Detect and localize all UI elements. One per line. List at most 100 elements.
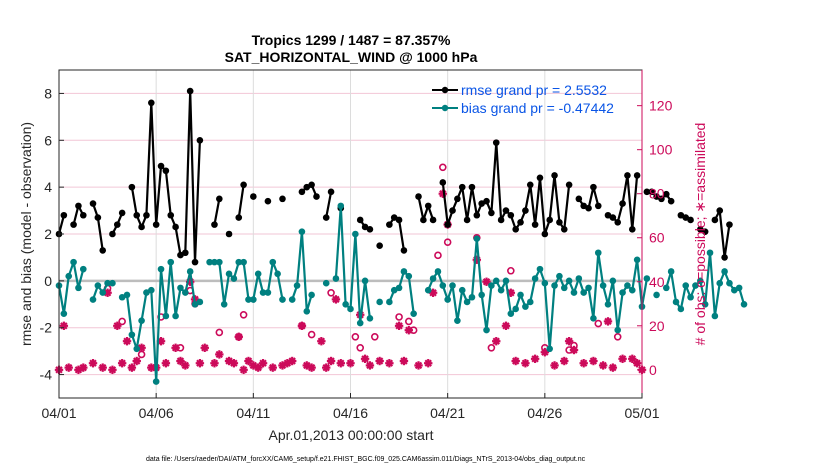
asterisk-stroke bbox=[400, 357, 408, 365]
bias-point bbox=[216, 258, 223, 266]
bias-point bbox=[60, 310, 68, 317]
rmse-point bbox=[497, 216, 505, 224]
y2-tick-label: 120 bbox=[649, 98, 673, 114]
asterisk-stroke bbox=[64, 363, 73, 372]
asterisk-stroke bbox=[492, 337, 500, 345]
assimilated-obs-marker bbox=[360, 354, 370, 364]
bias-point bbox=[94, 282, 102, 289]
rmse-point bbox=[468, 183, 476, 191]
possible-obs-marker bbox=[137, 350, 146, 359]
bias-point bbox=[594, 249, 602, 257]
bias-point bbox=[356, 319, 364, 327]
bias-point bbox=[89, 296, 97, 303]
x-axis-label: Apr.01,2013 00:00:00 start bbox=[268, 427, 433, 443]
rmse-point bbox=[250, 193, 257, 200]
y2-tick-label: 40 bbox=[649, 274, 665, 290]
rmse-point bbox=[517, 218, 524, 226]
rmse-point bbox=[308, 181, 315, 189]
y2-tick-label: 0 bbox=[649, 362, 657, 378]
rmse-point bbox=[454, 195, 461, 203]
bias-point bbox=[590, 315, 597, 322]
rmse-point bbox=[473, 211, 481, 219]
assimilated-obs-marker bbox=[375, 356, 384, 366]
assimilated-obs-marker bbox=[181, 361, 190, 370]
rmse-point bbox=[191, 258, 199, 266]
rmse-point bbox=[585, 204, 592, 212]
rmse-point bbox=[400, 247, 408, 254]
assimilated-obs-marker bbox=[103, 288, 112, 297]
assimilated-obs-marker bbox=[511, 356, 520, 366]
bias-point bbox=[701, 300, 709, 308]
rmse-point bbox=[235, 214, 243, 221]
bias-point bbox=[716, 279, 724, 287]
rmse-point bbox=[594, 202, 602, 210]
rmse-point bbox=[507, 211, 515, 219]
bias-point bbox=[133, 345, 141, 353]
possible-obs-marker bbox=[327, 288, 335, 297]
asterisk-stroke bbox=[230, 359, 238, 367]
bias-point bbox=[604, 300, 612, 308]
assimilated-obs-marker bbox=[79, 363, 88, 372]
x-tick-label: 05/01 bbox=[624, 405, 659, 421]
bias-point bbox=[711, 312, 719, 320]
legend-rmse-marker bbox=[441, 86, 449, 94]
bias-point bbox=[245, 296, 252, 303]
bias-point bbox=[65, 272, 73, 280]
possible-obs-marker bbox=[307, 330, 316, 339]
bias-point bbox=[293, 282, 301, 289]
rmse-point bbox=[395, 216, 403, 224]
rmse-point bbox=[182, 249, 189, 257]
assimilated-obs-marker bbox=[288, 356, 297, 366]
bias-point bbox=[386, 298, 393, 306]
bias-point bbox=[458, 286, 466, 294]
rmse-point bbox=[225, 230, 233, 238]
assimilated-obs-marker bbox=[161, 359, 171, 368]
rmse-point bbox=[628, 226, 636, 233]
asterisk-stroke bbox=[239, 366, 248, 374]
asterisk-stroke bbox=[531, 355, 539, 363]
bias-point bbox=[240, 258, 247, 266]
assimilated-obs-marker bbox=[424, 359, 433, 368]
assimilated-obs-marker bbox=[59, 321, 69, 330]
y-axis-label: rmse and bias (model - observation) bbox=[18, 122, 34, 346]
rmse-point bbox=[429, 216, 437, 224]
rmse-point bbox=[463, 216, 471, 224]
asterisk-stroke bbox=[123, 337, 131, 345]
assimilated-obs-marker bbox=[414, 361, 423, 370]
bias-point bbox=[735, 284, 743, 292]
asterisk-stroke bbox=[196, 359, 204, 367]
rmse-point bbox=[721, 254, 728, 261]
asterisk-stroke bbox=[589, 357, 598, 365]
bias-point bbox=[546, 345, 553, 353]
bias-point bbox=[633, 256, 641, 264]
assimilated-obs-marker bbox=[229, 359, 239, 368]
asterisk-stroke bbox=[303, 361, 311, 370]
bias-point bbox=[264, 289, 272, 296]
possible-obs-marker bbox=[443, 238, 452, 246]
bias-point bbox=[643, 275, 651, 282]
bias-point bbox=[352, 230, 359, 238]
x-tick-label: 04/01 bbox=[41, 405, 76, 421]
bias-point bbox=[167, 258, 175, 266]
bias-point bbox=[288, 296, 296, 303]
bias-point bbox=[454, 317, 461, 324]
asterisk-stroke bbox=[618, 355, 627, 363]
y-tick-label: 4 bbox=[44, 179, 52, 195]
asterisk-stroke bbox=[79, 363, 88, 372]
bias-point bbox=[687, 293, 694, 301]
y2-axis-ticks: 0 20 40 60 80 100 120 bbox=[637, 98, 673, 378]
assimilated-obs-marker bbox=[399, 356, 409, 366]
assimilated-obs-marker bbox=[394, 321, 404, 330]
rmse-point bbox=[687, 216, 694, 224]
bias-point bbox=[507, 310, 515, 317]
bias-point bbox=[677, 305, 685, 313]
bias-point bbox=[235, 258, 243, 266]
bias-point bbox=[473, 235, 481, 242]
asterisk-stroke bbox=[604, 317, 612, 326]
grid bbox=[58, 70, 643, 398]
bias-point bbox=[342, 300, 349, 308]
assimilated-obs-marker bbox=[258, 359, 268, 368]
rmse-point bbox=[726, 221, 733, 228]
rmse-point bbox=[590, 183, 597, 191]
